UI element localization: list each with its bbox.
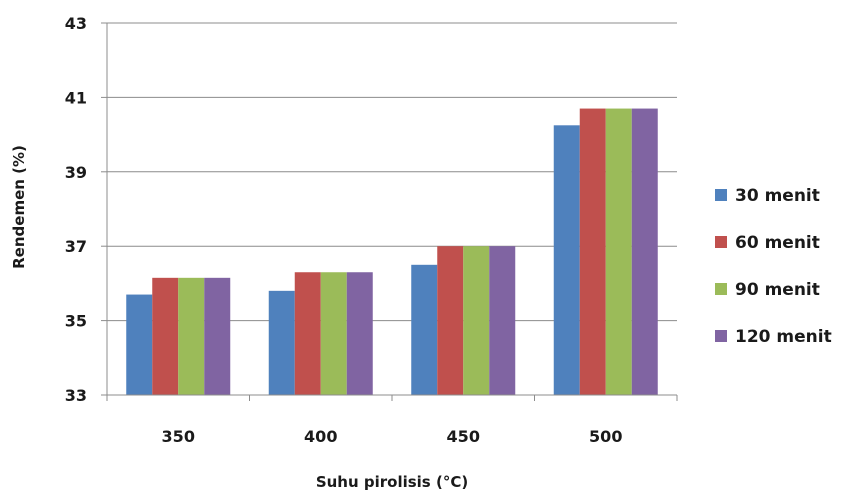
y-tick-label: 33 — [65, 386, 87, 405]
bar — [631, 108, 658, 395]
bars — [126, 108, 658, 396]
bar — [204, 277, 231, 395]
y-tick-label: 35 — [65, 312, 87, 331]
y-tick-label: 39 — [65, 163, 87, 182]
x-tick-label: 350 — [162, 427, 195, 446]
y-tick-label: 37 — [65, 237, 87, 256]
legend-label: 30 menit — [735, 186, 820, 206]
bar — [320, 272, 347, 395]
bar — [437, 246, 464, 395]
x-tick-label: 400 — [304, 427, 337, 446]
bar — [152, 277, 179, 395]
y-tick-label: 41 — [65, 88, 87, 107]
legend: 30 menit 60 menit 90 menit 120 menit — [715, 186, 832, 347]
legend-label: 60 menit — [735, 233, 820, 253]
axes — [101, 22, 678, 401]
y-tick-labels: 33 35 37 39 41 43 — [65, 14, 87, 405]
bar — [178, 277, 205, 395]
x-tick-labels: 350 400 450 500 — [162, 427, 623, 446]
bar — [579, 108, 606, 395]
legend-label: 90 menit — [735, 280, 820, 300]
x-tick-label: 450 — [447, 427, 480, 446]
legend-swatch — [715, 236, 727, 248]
legend-label: 120 menit — [735, 327, 832, 347]
bar — [126, 294, 153, 395]
x-tick-label: 500 — [589, 427, 622, 446]
y-axis-title: Rendemen (%) — [10, 145, 28, 269]
bar — [553, 125, 580, 396]
bar — [294, 272, 321, 395]
bar — [489, 246, 516, 395]
y-tick-label: 43 — [65, 14, 87, 33]
legend-swatch — [715, 189, 727, 201]
x-axis-title: Suhu pirolisis (°C) — [316, 473, 468, 491]
legend-swatch — [715, 283, 727, 295]
bar — [411, 264, 438, 395]
bar — [268, 290, 295, 395]
bar — [605, 108, 632, 395]
legend-swatch — [715, 330, 727, 342]
bar — [346, 272, 373, 395]
bar — [463, 246, 490, 395]
